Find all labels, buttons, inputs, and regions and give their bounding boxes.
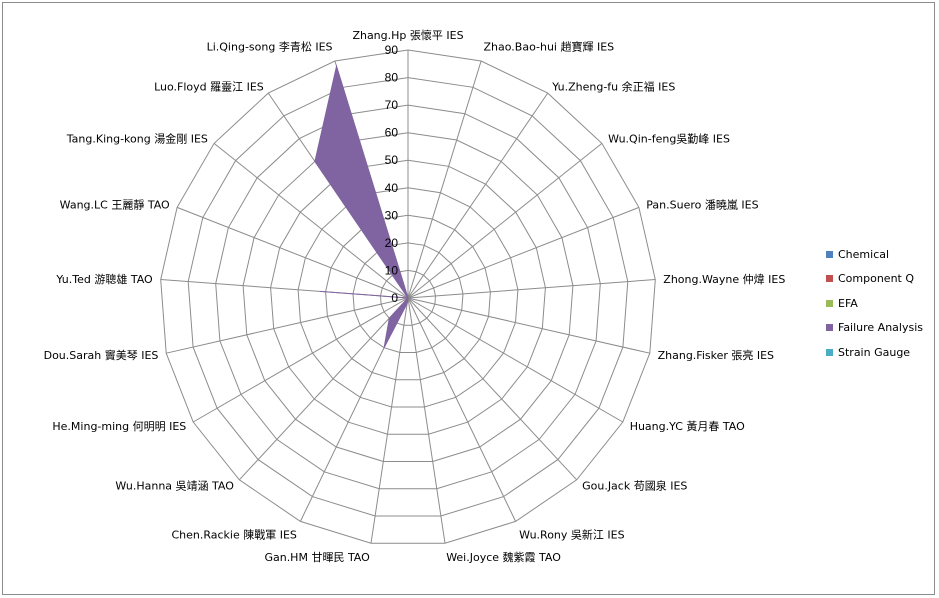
axis-spoke [192, 297, 409, 423]
category-label: Yu.Zheng-fu 余正福 IES [551, 80, 675, 94]
tick-label: 10 [385, 263, 399, 277]
category-label: Wang.LC 王麗靜 TAO [60, 198, 170, 212]
tick-label: 20 [385, 236, 399, 250]
legend-item-component-q: Component Q [826, 267, 936, 292]
category-label: Zhang.Hp 張懷平 IES [352, 29, 463, 42]
grid-ring-10 [379, 269, 437, 326]
grid-ring-60 [242, 132, 574, 462]
tick-label: 80 [385, 71, 399, 85]
axis-spoke [176, 206, 409, 299]
tick-label: 90 [385, 43, 399, 57]
grid-ring-70 [215, 104, 601, 490]
axis-spoke [407, 143, 603, 299]
legend-item-chemical: Chemical [826, 242, 936, 267]
legend: Chemical Component Q EFA Failure Analysi… [826, 242, 936, 365]
axis-spoke [407, 297, 650, 354]
legend-swatch-component-q [826, 275, 833, 283]
legend-swatch-efa [826, 299, 833, 307]
grid-ring-30 [325, 214, 491, 381]
axis-spoke [407, 297, 446, 544]
legend-label-component-q: Component Q [838, 272, 915, 286]
axis-spoke [407, 206, 640, 299]
category-label: Zhao.Bao-hui 趙寶輝 IES [484, 39, 615, 53]
category-label: Chen.Rackie 陳戰軍 IES [171, 529, 296, 542]
category-label: Dou.Sarah 竇美琴 IES [44, 349, 159, 362]
axis-spoke [370, 297, 409, 544]
legend-item-failure-analysis: Failure Analysis [826, 316, 936, 341]
legend-label-failure-analysis: Failure Analysis [838, 321, 924, 335]
grid-ring-90 [160, 49, 656, 544]
grid-ring-80 [187, 77, 629, 517]
axis-spoke [407, 297, 624, 423]
legend-item-strain-gauge: Strain Gauge [826, 340, 936, 365]
axis-spoke [407, 60, 482, 299]
axis-spoke [238, 297, 409, 481]
category-label: Yu.Ted 游聰雄 TAO [55, 272, 153, 286]
grid-ring-50 [270, 159, 546, 435]
category-label: He.Ming-ming 何明明 IES [52, 420, 186, 433]
category-label: Zhong.Wayne 仲煒 IES [663, 272, 785, 286]
tick-label: 60 [385, 126, 399, 140]
tick-label: 0 [391, 291, 398, 305]
legend-swatch-strain-gauge [826, 348, 833, 356]
legend-item-efa: EFA [826, 291, 936, 316]
series-failure-analysis [314, 64, 410, 348]
category-label: Wu.Qin-feng吳勤峰 IES [608, 132, 730, 145]
legend-label-chemical: Chemical [838, 247, 890, 261]
grid-ring-20 [352, 242, 464, 353]
category-label: Wu.Rony 吳新江 IES [519, 528, 625, 542]
axis-spoke [407, 297, 578, 481]
axis-spoke [213, 143, 409, 299]
axis-spoke [407, 279, 656, 299]
grid-ring-40 [297, 187, 519, 408]
category-label: Pan.Suero 潘曉嵐 IES [646, 199, 758, 212]
legend-swatch-failure-analysis [826, 324, 833, 332]
tick-label: 30 [385, 208, 399, 222]
category-label: Li.Qing-song 李青松 IES [207, 39, 333, 53]
category-label: Wu.Hanna 吳靖涵 TAO [115, 479, 234, 493]
tick-label: 40 [385, 181, 399, 195]
axis-spoke [407, 92, 549, 299]
legend-swatch-chemical [826, 250, 833, 258]
legend-label-strain-gauge: Strain Gauge [838, 345, 911, 359]
tick-label: 70 [385, 98, 399, 112]
category-label: Zhang.Fisker 張亮 IES [658, 348, 774, 362]
category-label: Luo.Floyd 羅靈江 IES [154, 81, 264, 94]
category-label: Gan.HM 甘暉民 TAO [264, 551, 370, 564]
category-label: Wei.Joyce 魏紫霞 TAO [446, 550, 561, 564]
category-label: Huang.YC 黃月春 TAO [630, 420, 745, 433]
category-label: Gou.Jack 苟國泉 IES [582, 479, 687, 493]
legend-label-efa: EFA [838, 296, 858, 310]
category-label: Tang.King-kong 湯金剛 IES [66, 131, 208, 145]
tick-label: 50 [385, 153, 399, 167]
axis-spoke [407, 297, 517, 522]
axis-spoke [166, 297, 409, 354]
